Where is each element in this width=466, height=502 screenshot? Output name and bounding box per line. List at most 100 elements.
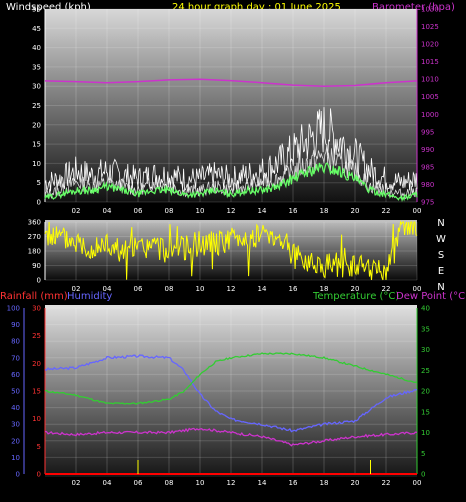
temp-panel-grid xyxy=(45,307,418,475)
direction-tick-label: 180 xyxy=(28,248,41,256)
temperature-label: Temperature (°C) xyxy=(312,291,399,302)
right-tick-label: 1025 xyxy=(421,23,439,31)
direction-tick-label: 90 xyxy=(32,262,41,270)
wind-average-line xyxy=(44,162,418,203)
direction-tick-label: 0 xyxy=(37,277,41,285)
graph-title: 24 hour graph day : 01 June 2025 xyxy=(172,2,341,13)
humidity-tick-label: 30 xyxy=(11,421,20,429)
right-tick-label: 1000 xyxy=(421,111,439,119)
humidity-tick-label: 40 xyxy=(11,404,20,412)
humidity-tick-label: 60 xyxy=(11,371,20,379)
compass-label-s: S xyxy=(438,250,444,261)
dewpoint-line xyxy=(44,427,418,447)
temp-tick-label: 15 xyxy=(421,408,430,416)
x-tick-label: 20 xyxy=(351,285,360,293)
right-tick-label: 1030 xyxy=(421,6,439,14)
wind-panel-series xyxy=(44,78,418,203)
x-tick-label: 16 xyxy=(289,207,298,215)
humidity-tick-label: 90 xyxy=(11,321,20,329)
right-tick-label: 990 xyxy=(421,146,434,154)
x-tick-label: 00 xyxy=(413,479,422,487)
barometer-line xyxy=(44,78,418,87)
temp-tick-label: 20 xyxy=(421,388,430,396)
temp-panel-series xyxy=(44,352,418,475)
x-tick-label: 22 xyxy=(382,285,391,293)
x-tick-label: 04 xyxy=(103,479,112,487)
left-tick-label: 45 xyxy=(32,25,41,33)
temp-panel-bg xyxy=(45,305,417,477)
compass-label-n: N xyxy=(437,282,444,293)
x-tick-label: 14 xyxy=(258,479,267,487)
compass-label-w: W xyxy=(436,234,446,245)
rain-tick-label: 30 xyxy=(32,305,41,313)
left-tick-label: 40 xyxy=(32,44,41,52)
windspeed-label: Windspeed (kph) xyxy=(6,2,91,13)
right-tick-label: 980 xyxy=(421,181,434,189)
x-tick-label: 16 xyxy=(289,285,298,293)
direction-tick-label: 360 xyxy=(28,219,41,227)
x-tick-label: 12 xyxy=(227,207,236,215)
temp-panel-axes: 0102030405060708090100051015202530051015… xyxy=(7,305,430,488)
x-tick-label: 20 xyxy=(351,207,360,215)
direction-panel-axes: 0 90 180 270 360 02 04 06 08 10 12 14 16 18 20 22 00 xyxy=(28,219,422,294)
left-tick-label: 0 xyxy=(37,199,41,207)
x-tick-label: 00 xyxy=(413,285,422,293)
dewpoint-label: Dew Point (°C) xyxy=(396,291,466,302)
x-tick-label: 06 xyxy=(134,479,143,487)
gust-line xyxy=(44,107,418,192)
x-tick-label: 22 xyxy=(382,207,391,215)
direction-panel-series xyxy=(44,220,418,281)
x-tick-label: 10 xyxy=(196,207,205,215)
temp-tick-label: 40 xyxy=(421,305,430,313)
rain-tick-label: 0 xyxy=(37,471,41,479)
left-tick-label: 20 xyxy=(32,121,41,129)
x-tick-label: 18 xyxy=(320,207,329,215)
left-tick-label: 25 xyxy=(32,102,41,110)
x-tick-label: 08 xyxy=(165,479,174,487)
wind-panel-axes: 0510152025303540455097598098599099510001… xyxy=(32,6,439,216)
humidity-tick-label: 50 xyxy=(11,388,20,396)
x-tick-label: 10 xyxy=(196,479,205,487)
left-tick-label: 5 xyxy=(37,179,41,187)
x-tick-label: 02 xyxy=(72,285,81,293)
wind-direction-line xyxy=(44,220,418,281)
compass-label-n: N xyxy=(437,218,444,229)
temperature-line xyxy=(44,352,418,405)
temp-tick-label: 30 xyxy=(421,346,430,354)
temp-tick-label: 5 xyxy=(421,450,425,458)
x-tick-label: 08 xyxy=(165,285,174,293)
x-tick-label: 16 xyxy=(289,479,298,487)
right-tick-label: 985 xyxy=(421,163,434,171)
humidity-tick-label: 100 xyxy=(7,305,20,313)
rain-tick-label: 25 xyxy=(32,332,41,340)
x-tick-label: 22 xyxy=(382,479,391,487)
temp-tick-label: 10 xyxy=(421,429,430,437)
x-tick-label: 04 xyxy=(103,207,112,215)
humidity-tick-label: 70 xyxy=(11,354,20,362)
x-tick-label: 12 xyxy=(227,479,236,487)
rainfall-label: Rainfall (mm) xyxy=(0,291,68,302)
left-tick-label: 35 xyxy=(32,63,41,71)
temp-tick-label: 0 xyxy=(421,471,425,479)
humidity-line xyxy=(44,354,418,433)
left-tick-label: 15 xyxy=(32,141,41,149)
right-tick-label: 995 xyxy=(421,128,434,136)
right-tick-label: 1005 xyxy=(421,93,439,101)
temp-tick-label: 35 xyxy=(421,325,430,333)
humidity-tick-label: 0 xyxy=(16,471,20,479)
x-tick-label: 10 xyxy=(196,285,205,293)
barometer-label: Barometer (hpa) xyxy=(372,2,455,13)
right-tick-label: 1010 xyxy=(421,76,439,84)
humidity-tick-label: 10 xyxy=(11,454,20,462)
rain-tick-label: 5 xyxy=(37,443,41,451)
temp-tick-label: 25 xyxy=(421,367,430,375)
right-tick-label: 1015 xyxy=(421,58,439,66)
x-tick-label: 18 xyxy=(320,479,329,487)
humidity-label: Humidity xyxy=(67,291,112,302)
left-tick-label: 50 xyxy=(32,6,41,14)
x-tick-label: 02 xyxy=(72,479,81,487)
left-tick-label: 10 xyxy=(32,160,41,168)
x-tick-label: 06 xyxy=(134,285,143,293)
